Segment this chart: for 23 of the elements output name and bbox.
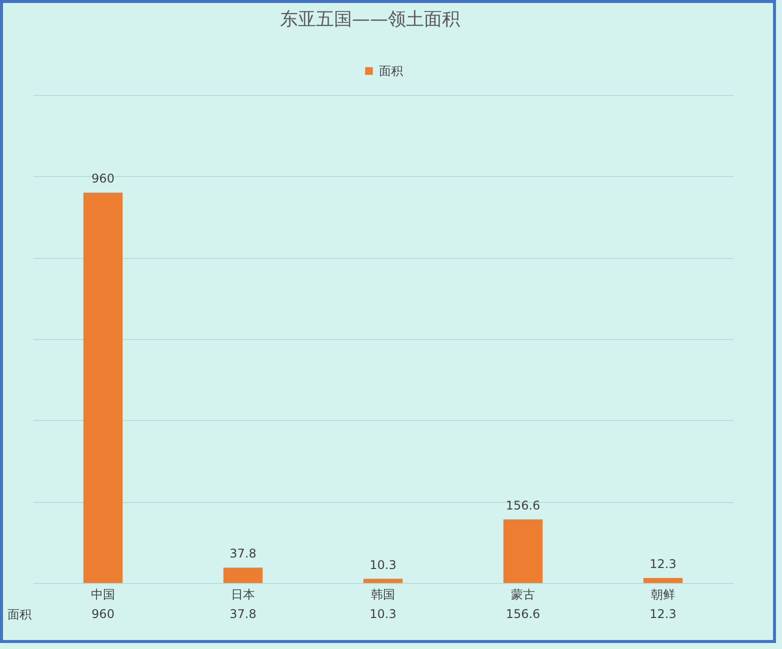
bar — [643, 578, 683, 583]
x-tick-label: 韩国 — [371, 588, 395, 602]
bar — [503, 519, 543, 583]
bar — [223, 568, 263, 583]
bar — [83, 192, 123, 583]
text: 面积 — [8, 608, 32, 622]
text: 960 — [92, 607, 114, 621]
data-label: 156.6 — [506, 498, 540, 512]
x-tick-label: 日本 — [231, 588, 255, 602]
text: 10.3 — [370, 607, 396, 621]
x-tick-label: 蒙古 — [511, 588, 535, 602]
bar — [363, 578, 403, 583]
text: 12.3 — [650, 607, 676, 621]
x-tick-label: 朝鲜 — [651, 588, 675, 602]
data-label: 37.8 — [230, 546, 256, 561]
x-tick-label: 中国 — [91, 588, 115, 602]
data-label: 10.3 — [370, 558, 396, 572]
chart-title: 东亚五国——领土面积 — [280, 9, 460, 30]
data-label: 12.3 — [650, 557, 676, 571]
text: 37.8 — [230, 607, 256, 621]
legend-label: 面积 — [379, 64, 403, 78]
text: 156.6 — [506, 607, 540, 621]
data-label: 960 — [92, 172, 114, 186]
